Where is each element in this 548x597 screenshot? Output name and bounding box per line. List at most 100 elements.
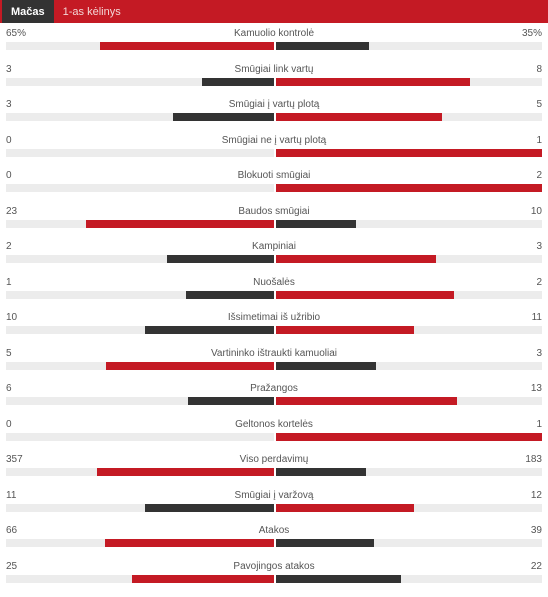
home-bar: [97, 468, 274, 476]
away-bar-track: [276, 219, 542, 228]
away-bar: [276, 148, 542, 157]
home-bar-track: [6, 397, 274, 405]
away-bar: [276, 326, 414, 334]
home-value: 6: [6, 383, 12, 394]
away-bar-track: [276, 503, 542, 512]
home-bar: [145, 503, 274, 512]
home-bar: [167, 255, 274, 263]
away-bar: [276, 361, 376, 370]
away-bar: [276, 77, 470, 86]
home-bar: [145, 326, 274, 334]
away-value: 1: [536, 418, 542, 430]
stat-name: Pavojingos atakos: [233, 560, 315, 572]
away-value: 10: [530, 205, 542, 217]
stat-name: Vartininko ištraukti kamuoliai: [211, 347, 337, 359]
away-bar-track: [276, 432, 542, 441]
tab-bar: Mačas 1-as kėlinys: [0, 0, 548, 23]
stat-name: Kampiniai: [252, 241, 296, 252]
stat-name: Baudos smūgiai: [238, 205, 310, 217]
away-bar: [276, 574, 401, 583]
away-bar: [276, 432, 542, 441]
away-bar-track: [276, 42, 542, 50]
stat-name: Smūgiai ne į vartų plotą: [221, 134, 327, 146]
away-bar-track: [276, 539, 542, 547]
home-value: 357: [6, 454, 23, 465]
home-bar-track: [6, 361, 274, 370]
away-bar: [276, 219, 356, 228]
away-value: 12: [530, 489, 542, 501]
home-value: 0: [6, 170, 12, 181]
home-value: 66: [6, 525, 18, 536]
home-bar-track: [6, 77, 274, 86]
stat-row: 6 Pražangos 13: [0, 383, 548, 419]
stat-name: Atakos: [258, 525, 290, 536]
home-bar: [86, 219, 274, 228]
away-bar-track: [276, 290, 542, 299]
home-value: 3: [6, 99, 12, 110]
away-value: 39: [530, 525, 542, 536]
home-value: 5: [6, 347, 12, 359]
home-value: 2: [6, 241, 12, 252]
home-bar-track: [6, 113, 274, 121]
away-bar-track: [276, 255, 542, 263]
stat-row: 65% Kamuolio kontrolė 35%: [0, 28, 548, 64]
stat-name: Geltonos kortelės: [235, 418, 313, 430]
stat-name: Smūgiai link vartų: [234, 63, 314, 75]
stat-name: Smūgiai į vartų plotą: [228, 99, 320, 110]
home-value: 10: [6, 312, 18, 323]
home-bar: [202, 77, 274, 86]
home-value: 0: [6, 134, 12, 146]
stat-row: 25 Pavojingos atakos 22: [0, 561, 548, 597]
away-value: 35%: [521, 28, 542, 39]
stat-name: Nuošalės: [253, 276, 295, 288]
stat-row: 0 Smūgiai ne į vartų plotą 1: [0, 135, 548, 171]
home-value: 11: [6, 489, 17, 501]
home-value: 1: [6, 276, 12, 288]
away-bar: [276, 539, 374, 547]
away-bar-track: [276, 468, 542, 476]
home-bar: [100, 42, 274, 50]
away-bar: [276, 468, 366, 476]
away-bar-track: [276, 326, 542, 334]
away-bar: [276, 290, 454, 299]
stat-row: 0 Geltonos kortelės 1: [0, 419, 548, 455]
home-bar-track: [6, 432, 274, 441]
stat-name: Išsimetimai iš užribio: [227, 312, 321, 323]
away-bar: [276, 42, 369, 50]
away-bar-track: [276, 77, 542, 86]
stat-name: Pražangos: [250, 383, 298, 394]
away-bar-track: [276, 361, 542, 370]
home-bar-track: [6, 255, 274, 263]
away-bar: [276, 184, 542, 192]
away-bar-track: [276, 184, 542, 192]
stat-row: 2 Kampiniai 3: [0, 241, 548, 277]
stat-name: Kamuolio kontrolė: [233, 28, 315, 39]
tab-match[interactable]: Mačas: [2, 0, 54, 23]
stat-row: 3 Smūgiai į vartų plotą 5: [0, 99, 548, 135]
home-bar: [173, 113, 274, 121]
home-bar: [106, 361, 274, 370]
away-value: 1: [536, 134, 542, 146]
stat-row: 11 Smūgiai į varžovą 12: [0, 490, 548, 526]
home-value: 65%: [6, 28, 27, 39]
stat-row: 66 Atakos 39: [0, 525, 548, 561]
away-value: 5: [536, 99, 542, 110]
away-bar-track: [276, 574, 542, 583]
stat-name: Viso perdavimų: [239, 454, 309, 465]
stat-row: 357 Viso perdavimų 183: [0, 454, 548, 490]
away-bar: [276, 397, 457, 405]
home-bar-track: [6, 290, 274, 299]
away-value: 8: [536, 63, 542, 75]
home-bar-track: [6, 184, 274, 192]
tab-first-half[interactable]: 1-as kėlinys: [62, 5, 121, 18]
away-value: 11: [531, 312, 542, 323]
away-bar-track: [276, 397, 542, 405]
home-value: 25: [6, 560, 18, 572]
home-bar-track: [6, 539, 274, 547]
home-bar-track: [6, 148, 274, 157]
stat-name: Smūgiai į varžovą: [234, 489, 314, 501]
away-value: 13: [530, 383, 542, 394]
away-bar-track: [276, 148, 542, 157]
stat-name: Blokuoti smūgiai: [237, 170, 311, 181]
away-value: 22: [530, 560, 542, 572]
